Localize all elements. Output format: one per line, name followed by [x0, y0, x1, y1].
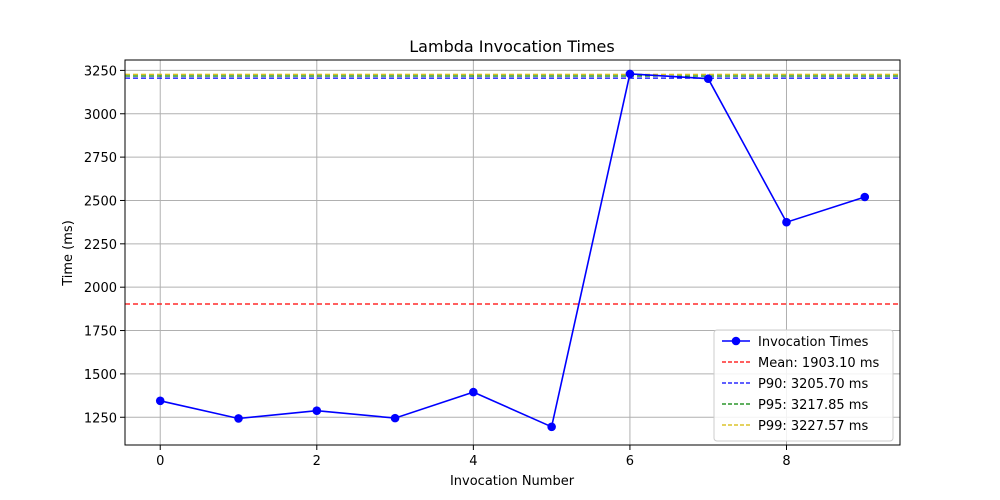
data-point [390, 413, 400, 423]
y-tick-label: 2000 [84, 281, 117, 296]
data-point [703, 74, 713, 84]
y-tick-label: 1250 [84, 411, 117, 426]
data-point [625, 69, 635, 79]
series-line [160, 73, 866, 428]
data-point [312, 406, 322, 415]
data-point [155, 396, 165, 406]
reference-lines [125, 73, 900, 305]
x-tick-label: 4 [469, 454, 477, 469]
legend-box [713, 329, 894, 442]
data-point [469, 387, 478, 397]
x-tick-label: 2 [313, 454, 321, 469]
chart-title: Lambda Invocation Times [409, 37, 614, 56]
x-axis-ticks: 0 2 4 6 8 [156, 445, 791, 469]
legend-label: Mean: 1903.10 ms [758, 356, 879, 371]
legend-label: P99: 3227.57 ms [758, 419, 868, 434]
x-tick-label: 6 [626, 454, 634, 469]
data-point [860, 192, 870, 202]
plot-frame [124, 59, 901, 446]
y-tick-label: 3000 [84, 108, 117, 123]
x-tick-label: 0 [156, 454, 164, 469]
y-tick-label: 2500 [84, 194, 117, 209]
x-tick-label: 8 [782, 454, 790, 469]
legend: Invocation Times Mean: 1903.10 ms P90: 320… [713, 329, 894, 442]
legend-label: P95: 3217.85 ms [758, 398, 868, 413]
y-tick-label: 2750 [84, 151, 117, 166]
y-tick-label: 3250 [84, 64, 117, 79]
legend-marker-swatch [731, 336, 741, 346]
series-layer [155, 69, 870, 432]
x-axis-label: Invocation Number [450, 474, 575, 489]
legend-label: Invocation Times [758, 335, 869, 350]
legend-label: P90: 3205.70 ms [758, 377, 868, 392]
y-axis-ticks: 1250 1500 1750 2000 2250 2500 2750 3000 3250 [84, 64, 125, 426]
y-tick-label: 1500 [84, 368, 117, 383]
data-point [234, 414, 243, 423]
y-tick-label: 2250 [84, 238, 117, 253]
y-tick-label: 1750 [84, 325, 117, 340]
data-point [547, 422, 556, 432]
data-point [782, 217, 791, 227]
y-axis-label: Time (ms) [61, 220, 76, 287]
